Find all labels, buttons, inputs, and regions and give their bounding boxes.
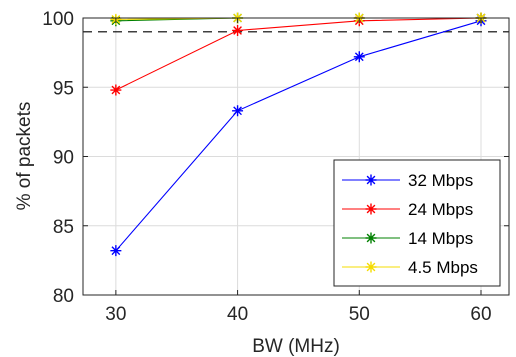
y-tick-label: 100	[42, 9, 74, 30]
axis-ticks: 30 40 50 60 80 85 90 95 100	[42, 9, 509, 325]
legend-label: 24 Mbps	[408, 200, 473, 219]
data-point	[353, 51, 365, 63]
x-tick-label: 60	[470, 304, 491, 325]
series-line	[115, 20, 482, 252]
x-tick-label: 30	[105, 304, 126, 325]
data-point	[110, 84, 122, 96]
y-tick-label: 85	[53, 217, 74, 238]
legend-box	[333, 159, 501, 287]
legend-marker	[365, 261, 377, 273]
data-point	[232, 24, 244, 36]
data-point	[232, 105, 244, 117]
x-tick-label: 50	[349, 304, 370, 325]
legend-marker	[365, 203, 377, 215]
x-tick-label: 40	[227, 304, 248, 325]
legend-label: 14 Mbps	[408, 229, 473, 248]
y-tick-label: 95	[53, 78, 74, 99]
series-line	[115, 17, 482, 91]
legend-label: 32 Mbps	[408, 171, 473, 190]
legend-marker	[365, 174, 377, 186]
y-tick-label: 80	[53, 286, 74, 307]
legend-label: 4.5 Mbps	[408, 258, 478, 277]
data-point	[110, 245, 122, 257]
y-tick-label: 90	[53, 148, 74, 169]
y-axis-label: % of packets	[14, 102, 35, 211]
legend-marker	[365, 232, 377, 244]
legend: 32 Mbps 24 Mbps 14 Mbps 4.5 Mbps	[333, 159, 501, 287]
x-axis-label: BW (MHz)	[252, 336, 340, 357]
